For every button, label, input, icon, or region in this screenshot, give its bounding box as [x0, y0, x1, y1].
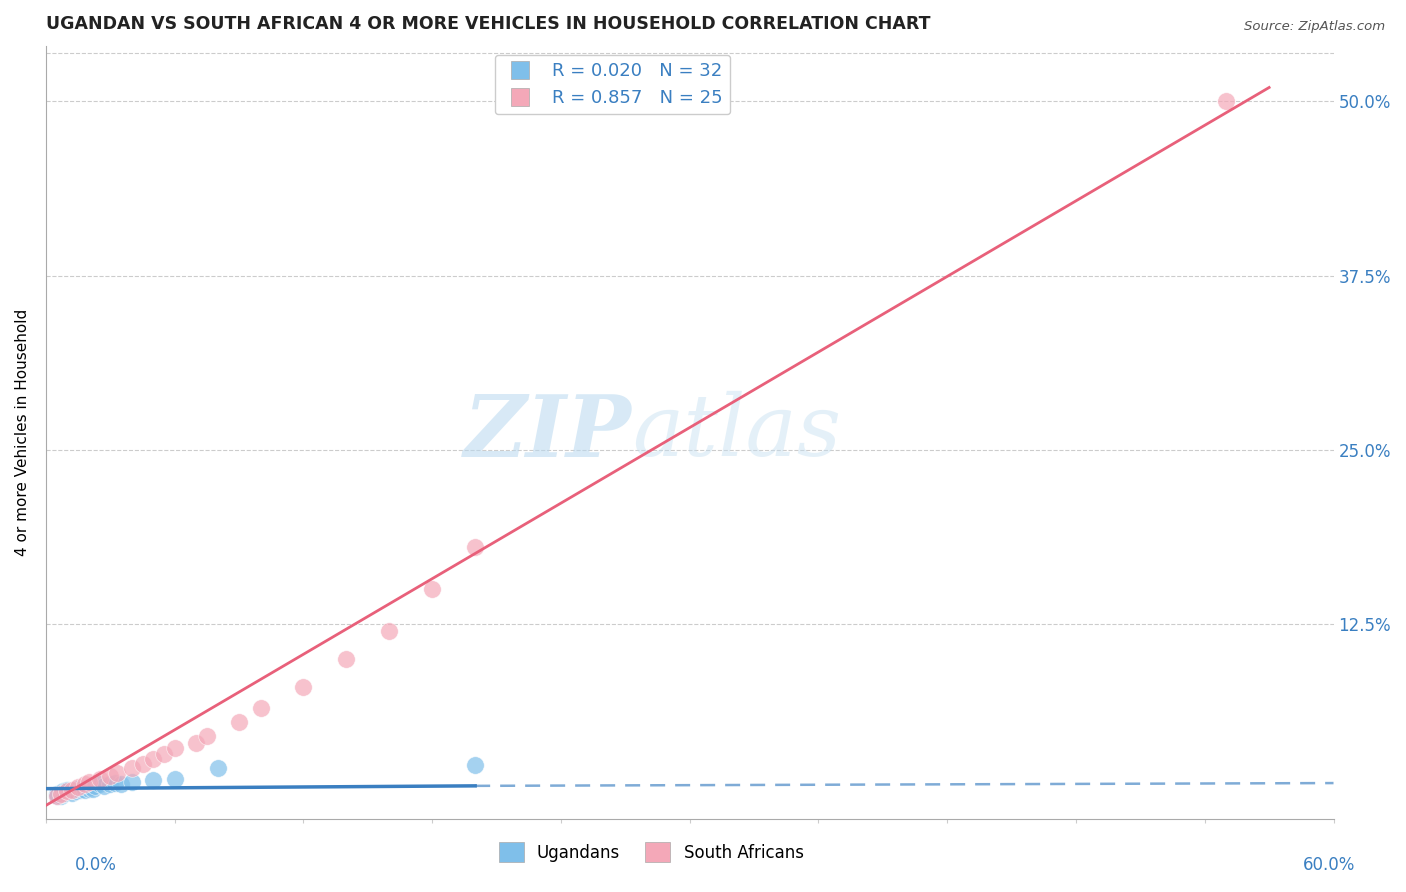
Point: [49, 787, 72, 801]
Point: [292, 680, 315, 694]
Point: [63, 783, 86, 797]
Point: [82, 781, 104, 796]
Point: [131, 756, 153, 771]
Point: [56, 784, 79, 798]
Point: [89, 777, 111, 791]
Point: [67, 780, 90, 795]
Legend: R = 0.020   N = 32, R = 0.857   N = 25: R = 0.020 N = 32, R = 0.857 N = 25: [495, 54, 730, 114]
Point: [49, 786, 72, 800]
Point: [93, 779, 115, 793]
Text: UGANDAN VS SOUTH AFRICAN 4 OR MORE VEHICLES IN HOUSEHOLD CORRELATION CHART: UGANDAN VS SOUTH AFRICAN 4 OR MORE VEHIC…: [46, 15, 931, 33]
Point: [207, 761, 229, 775]
Text: atlas: atlas: [631, 392, 841, 474]
Point: [228, 714, 250, 729]
Point: [110, 777, 132, 791]
Point: [195, 729, 218, 743]
Text: 0.0%: 0.0%: [75, 855, 117, 873]
Point: [49, 789, 72, 803]
Text: Source: ZipAtlas.com: Source: ZipAtlas.com: [1244, 20, 1385, 33]
Point: [186, 736, 208, 750]
Point: [77, 774, 100, 789]
Point: [69, 783, 91, 797]
Point: [73, 777, 96, 791]
Point: [52, 784, 75, 798]
Point: [335, 652, 357, 666]
Point: [56, 784, 79, 798]
Point: [45, 789, 67, 803]
Point: [60, 786, 83, 800]
Point: [153, 747, 176, 761]
Point: [53, 784, 76, 798]
Point: [45, 789, 67, 803]
Point: [464, 541, 486, 555]
Point: [67, 781, 90, 796]
Point: [60, 783, 83, 797]
Point: [420, 582, 443, 597]
Point: [464, 758, 486, 772]
Point: [73, 783, 96, 797]
Text: ZIP: ZIP: [464, 391, 631, 475]
Point: [142, 773, 165, 788]
Point: [105, 766, 128, 780]
Point: [249, 700, 271, 714]
Point: [378, 624, 401, 639]
Point: [98, 777, 121, 791]
Point: [52, 787, 75, 801]
Point: [77, 781, 100, 796]
Point: [65, 784, 87, 798]
Point: [45, 787, 67, 801]
Point: [163, 772, 186, 786]
Point: [104, 776, 127, 790]
Point: [84, 779, 107, 793]
Point: [142, 752, 165, 766]
Point: [56, 783, 79, 797]
Point: [53, 786, 76, 800]
Point: [72, 781, 94, 796]
Point: [163, 741, 186, 756]
Point: [76, 780, 98, 795]
Point: [98, 769, 121, 783]
Point: [80, 780, 103, 795]
Y-axis label: 4 or more Vehicles in Household: 4 or more Vehicles in Household: [15, 309, 30, 556]
Point: [89, 772, 111, 786]
Text: 60.0%: 60.0%: [1302, 855, 1355, 873]
Point: [121, 774, 143, 789]
Point: [121, 761, 143, 775]
Point: [1215, 95, 1237, 109]
